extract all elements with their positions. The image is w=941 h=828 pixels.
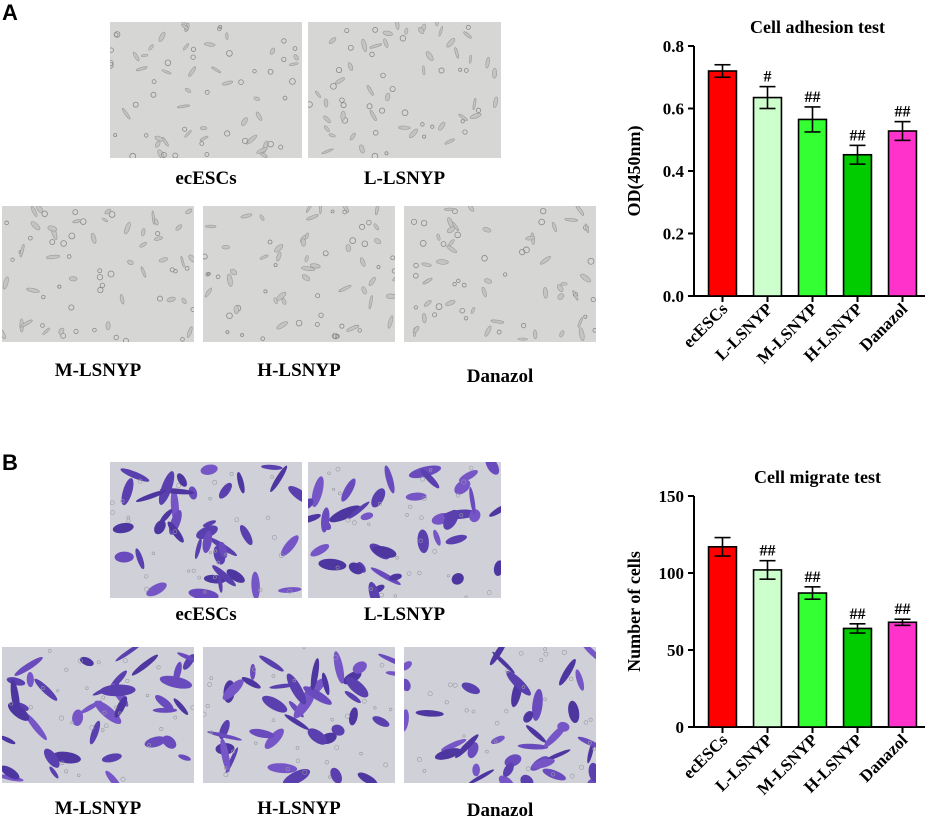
y-tick-label: 50 xyxy=(667,641,684,660)
bar xyxy=(707,546,738,728)
y-tick-label: 0.4 xyxy=(663,162,685,181)
chart-adhesion: Cell adhesion test 0.0 0.2 0.4 0.6 0.8 OD(450n… xyxy=(600,0,941,420)
y-tick-label: 0 xyxy=(676,718,685,737)
micrograph-a-ecescs xyxy=(110,22,302,158)
significance-label: ## xyxy=(805,569,821,586)
significance-label: ## xyxy=(805,89,821,106)
y-tick-label: 0.0 xyxy=(663,287,684,306)
y-tick-label: 0.2 xyxy=(663,225,684,244)
caption-a-l-lsnyp: L-LSNYP xyxy=(363,168,446,189)
chart-svg: Cell adhesion test 0.0 0.2 0.4 0.6 0.8 OD(450n… xyxy=(624,17,925,368)
micrograph-a-h-lsnyp xyxy=(203,206,395,342)
caption-b-danazol: Danazol xyxy=(466,800,534,821)
caption-b-l-lsnyp: L-LSNYP xyxy=(363,604,446,625)
bar xyxy=(797,592,828,728)
y-axis-label: OD(450nm) xyxy=(624,126,645,217)
x-tick-label: Danazol xyxy=(856,299,912,355)
micrograph-a-l-lsnyp xyxy=(308,22,501,158)
chart-title: Cell adhesion test xyxy=(750,17,885,37)
significance-label: ## xyxy=(850,606,866,623)
micrograph-b-l-lsnyp xyxy=(308,462,501,598)
caption-a-ecescs: ecESCs xyxy=(175,168,237,189)
chart-svg: Cell migrate test 0 50 100 150 Number of cell… xyxy=(624,467,925,799)
significance-label: ## xyxy=(895,104,911,121)
caption-b-ecescs: ecESCs xyxy=(175,604,237,625)
chart-migration: Cell migrate test 0 50 100 150 Number of cell… xyxy=(600,450,941,823)
bar xyxy=(752,96,783,297)
panel-b-letter: B xyxy=(2,450,18,475)
micrograph-b-ecescs xyxy=(110,462,302,598)
micrograph-b-h-lsnyp xyxy=(203,647,395,783)
bar xyxy=(752,569,783,728)
caption-a-h-lsnyp: H-LSNYP xyxy=(257,360,341,381)
micrograph-b-danazol xyxy=(404,647,596,783)
significance-label: ## xyxy=(895,601,911,618)
micrograph-b-m-lsnyp xyxy=(2,647,194,783)
y-tick-label: 100 xyxy=(659,564,685,583)
caption-a-danazol: Danazol xyxy=(466,366,534,387)
micrograph-a-danazol xyxy=(404,206,596,342)
significance-label: ## xyxy=(760,543,776,560)
significance-label: # xyxy=(764,69,772,86)
bar xyxy=(842,627,873,728)
y-tick-label: 0.6 xyxy=(663,100,684,119)
y-tick-label: 0.8 xyxy=(663,37,684,56)
panel-a-letter: A xyxy=(2,0,18,25)
bar xyxy=(842,153,873,297)
bar xyxy=(887,130,918,297)
bar xyxy=(887,621,918,728)
caption-b-m-lsnyp: M-LSNYP xyxy=(54,798,142,819)
caption-a-m-lsnyp: M-LSNYP xyxy=(54,360,142,381)
y-axis-label: Number of cells xyxy=(624,551,644,672)
chart-title: Cell migrate test xyxy=(754,467,881,487)
x-tick-label: Danazol xyxy=(856,730,912,786)
micrograph-a-m-lsnyp xyxy=(2,206,194,342)
significance-label: ## xyxy=(850,127,866,144)
bar xyxy=(797,118,828,297)
bar xyxy=(707,70,738,297)
y-tick-label: 150 xyxy=(659,487,685,506)
caption-b-h-lsnyp: H-LSNYP xyxy=(257,798,341,819)
